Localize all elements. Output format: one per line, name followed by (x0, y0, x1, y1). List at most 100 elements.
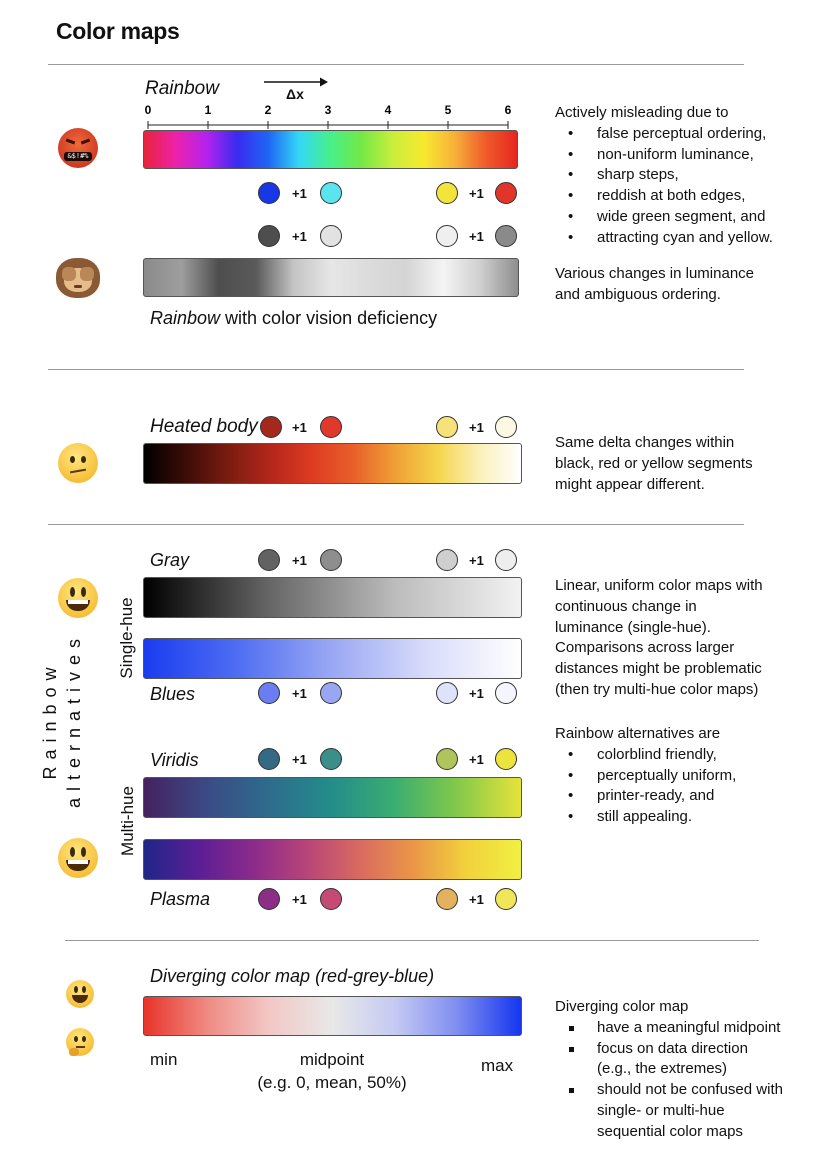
rainbow-note: Actively misleading due to false percept… (555, 103, 810, 249)
ruler-tick-label: 1 (205, 103, 212, 117)
diverging-label: Diverging color map (red-grey-blue) (150, 966, 435, 986)
list-item: single- or multi-hue (597, 1101, 725, 1119)
swatch-red (320, 416, 342, 438)
swatch-blue-strong (258, 682, 280, 704)
divider (48, 64, 744, 65)
plus-one-label: +1 (292, 420, 307, 435)
ruler-tick-label: 4 (385, 103, 392, 117)
swatch-cyan (320, 182, 342, 204)
plus-one-label: +1 (469, 229, 484, 244)
swatch-blue-mid (320, 682, 342, 704)
list-item: reddish at both edges, (555, 186, 810, 207)
list-item: (e.g., the extremes) (597, 1060, 728, 1078)
swatch-red (495, 182, 517, 204)
swatch-yellow (436, 182, 458, 204)
single-hue-note: Linear, uniform color maps with continuo… (555, 577, 763, 698)
alternatives-note-list: colorblind friendly,perceptually uniform… (555, 745, 810, 828)
swatch-cream (495, 416, 517, 438)
list-item: printer-ready, and (555, 786, 810, 807)
plus-one-label: +1 (469, 186, 484, 201)
list-item: focus on data direction (555, 1039, 810, 1060)
list-item: still appealing. (555, 807, 810, 828)
heated-body-colorbar (143, 443, 522, 484)
cvd-caption: Rainbow with color vision deficiency (150, 308, 438, 328)
midpoint-sublabel: (e.g. 0, mean, 50%) (257, 1073, 407, 1092)
blues-colorbar (143, 638, 522, 679)
ruler-tick-label: 5 (445, 103, 452, 117)
list-item: perceptually uniform, (555, 766, 810, 787)
page-title: Color maps (56, 18, 180, 44)
divider (48, 524, 744, 525)
diverging-note: Diverging color map have a meaningful mi… (555, 997, 810, 1143)
multi-hue-label: Multi-hue (118, 786, 137, 856)
swatch-gray-light (436, 549, 458, 571)
midpoint-label: midpoint (299, 1050, 365, 1069)
ruler-ticks: 0 1 2 3 4 5 6 (145, 103, 512, 129)
swatch-viridis-olive (436, 748, 458, 770)
max-label: max (481, 1056, 514, 1075)
plus-one-label: +1 (292, 186, 307, 201)
swatch-blue-palest (495, 682, 517, 704)
smiley-face-icon (58, 578, 98, 618)
plus-one-label: +1 (292, 892, 307, 907)
plus-one-label: +1 (292, 752, 307, 767)
gray-colorbar (143, 577, 522, 618)
list-item: wide green segment, and (555, 207, 810, 228)
swatch-viridis-blue (258, 748, 280, 770)
plus-one-label: +1 (469, 420, 484, 435)
cvd-note: Various changes in luminance and ambiguo… (555, 265, 755, 303)
plus-one-label: +1 (292, 229, 307, 244)
ruler-tick-label: 3 (325, 103, 332, 117)
list-item: colorblind friendly, (555, 745, 810, 766)
list-item: sequential color maps (597, 1122, 743, 1140)
swatch-dark-gray (258, 225, 280, 247)
swatch-pale-yellow (436, 416, 458, 438)
plus-one-label: +1 (469, 752, 484, 767)
ruler-tick-label: 6 (505, 103, 512, 117)
plus-one-label: +1 (469, 553, 484, 568)
smiley-face-icon (66, 980, 94, 1008)
plus-one-label: +1 (292, 553, 307, 568)
ruler-tick-label: 0 (145, 103, 152, 117)
delta-arrow-icon (264, 77, 328, 87)
divider (48, 369, 744, 370)
min-label: min (150, 1050, 178, 1069)
diverging-colorbar (143, 996, 522, 1036)
ruler-tick-label: 2 (265, 103, 272, 117)
swatch-blue-pale (436, 682, 458, 704)
swatch-plasma-purple (258, 888, 280, 910)
smiley-face-icon (58, 838, 98, 878)
swatch-plasma-yellow (495, 888, 517, 910)
thinking-face-icon (66, 1028, 94, 1056)
swatch-light-gray (320, 225, 342, 247)
list-item: should not be confused with (555, 1080, 810, 1101)
swatch-gray-dark (258, 549, 280, 571)
swatch-mid-gray (495, 225, 517, 247)
angry-face-icon: &$!#% (58, 128, 98, 168)
rainbow-label: Rainbow (145, 78, 219, 99)
swatch-gray-mid (320, 549, 342, 571)
plus-one-label: +1 (469, 686, 484, 701)
swatch-gray-lightest (495, 549, 517, 571)
blues-label: Blues (150, 684, 196, 704)
diverging-note-list: have a meaningful midpoint focus on data … (555, 1018, 810, 1143)
alternatives-note: Rainbow alternatives are colorblind frie… (555, 724, 810, 828)
swatch-viridis-yellow (495, 748, 517, 770)
list-item: non-uniform luminance, (555, 145, 810, 166)
swatch-viridis-teal (320, 748, 342, 770)
list-item: false perceptual ordering, (555, 124, 810, 145)
rainbow-cvd-colorbar (143, 258, 519, 297)
rainbow-ruler: 0 1 2 3 4 5 6 (145, 103, 512, 129)
swatch-blue (258, 182, 280, 204)
list-item: have a meaningful midpoint (555, 1018, 810, 1039)
rainbow-note-list: false perceptual ordering,non-uniform lu… (555, 124, 810, 249)
see-no-evil-monkey-icon (56, 258, 100, 298)
gray-label: Gray (150, 550, 190, 570)
viridis-colorbar (143, 777, 522, 818)
swatch-plasma-gold (436, 888, 458, 910)
swatch-dark-red (260, 416, 282, 438)
heated-note: Same delta changes within black, red or … (555, 434, 753, 493)
plus-one-label: +1 (292, 686, 307, 701)
divider (65, 940, 759, 941)
viridis-label: Viridis (150, 750, 199, 770)
